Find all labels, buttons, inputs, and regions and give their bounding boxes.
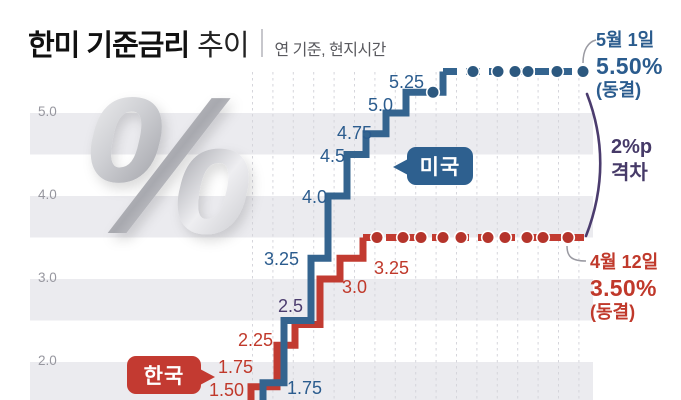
percent-watermark: % [80, 56, 254, 275]
kr-series-bubble-label: 한국 [143, 365, 185, 388]
us-annotation-rate: 5.50% [596, 52, 663, 79]
title-divider [260, 29, 263, 57]
kr-step-line [247, 237, 367, 400]
us-value-label-1.75: 1.75 [287, 378, 322, 398]
us-hold-dot [425, 85, 441, 100]
kr-value-label-3.0: 3.0 [342, 277, 367, 297]
gap-brace [584, 92, 602, 238]
us-series-bubble-label: 미국 [419, 156, 461, 179]
kr-value-label-1.50: 1.50 [209, 380, 244, 400]
us-value-label-4.5: 4.5 [320, 146, 345, 166]
kr-endpoint-annotation: 4월 12일 3.50% (동결) [590, 252, 658, 324]
kr-annotation-status: (동결) [590, 302, 636, 322]
kr-hold-dot [413, 230, 429, 245]
kr-hold-dot [519, 230, 535, 245]
us-value-label-3.25: 3.25 [264, 249, 299, 269]
y-tick-label: 4.0 [38, 187, 57, 202]
us-hold-dot [507, 64, 523, 79]
us-value-label-4.75: 4.75 [337, 123, 372, 143]
page-title: 한미 기준금리 [28, 30, 190, 62]
us-step-line [259, 71, 447, 400]
kr-annotation-date: 4월 12일 [590, 252, 659, 272]
us-annotation-date: 5월 1일 [596, 30, 655, 50]
kr-annotation-rate: 3.50% [590, 274, 657, 301]
kr-hold-dot [480, 230, 496, 245]
y-tick-label: 3.0 [38, 270, 57, 285]
us-hold-dot [549, 64, 565, 79]
y-axis-tick-labels: 5.0 4.0 3.0 2.0 [38, 104, 57, 368]
us-value-label-2.5: 2.5 [278, 296, 303, 316]
us-hold-dot [465, 64, 481, 79]
rate-step-series [247, 64, 591, 400]
kr-value-label-2.25: 2.25 [238, 330, 273, 350]
kr-annotation-connector [566, 245, 587, 262]
kr-hold-dot [395, 230, 411, 245]
y-tick-label: 5.0 [38, 104, 57, 119]
kr-hold-dot [435, 230, 451, 245]
y-tick-label: 2.0 [38, 353, 57, 368]
page-title-suffix: 추이 [197, 30, 249, 62]
chart-header: 한미 기준금리 추이 연 기준, 현지시간 [28, 22, 386, 64]
background-bands [30, 113, 593, 400]
band-4 [30, 196, 593, 238]
us-annotation-connector [582, 39, 597, 64]
us-hold-dot [490, 64, 506, 79]
us-value-label-5.25: 5.25 [389, 72, 424, 92]
us-series-bubble: 미국 [393, 147, 473, 185]
band-5 [30, 113, 593, 155]
band-2 [30, 362, 593, 400]
kr-hold-dot [560, 230, 576, 245]
rate-gap-annotation: 2%p 격차 [611, 134, 652, 186]
kr-hold-dot [453, 230, 469, 245]
kr-hold-dot [535, 230, 551, 245]
kr-series-bubble: 한국 [127, 356, 215, 394]
us-endpoint-annotation: 5월 1일 5.50% (동결) [596, 30, 663, 102]
us-value-label-4.0: 4.0 [302, 187, 327, 207]
kr-hold-dot [497, 230, 513, 245]
us-hold-dot [575, 64, 591, 79]
us-annotation-status: (동결) [596, 80, 642, 100]
kr-hold-dot [369, 230, 385, 245]
rate-gap-line2: 격차 [611, 162, 648, 184]
step-value-labels: 1.50 1.75 2.25 3.0 3.25 1.75 2.5 3.25 4.0 4.5 4.75… [209, 72, 424, 400]
kr-value-label-1.75: 1.75 [218, 357, 253, 377]
kr-value-label-3.25: 3.25 [374, 258, 409, 278]
us-value-label-5.0: 5.0 [368, 95, 393, 115]
chart-subtitle: 연 기준, 현지시간 [274, 42, 387, 59]
us-hold-dot [520, 64, 536, 79]
rate-gap-line1: 2%p [611, 136, 653, 158]
